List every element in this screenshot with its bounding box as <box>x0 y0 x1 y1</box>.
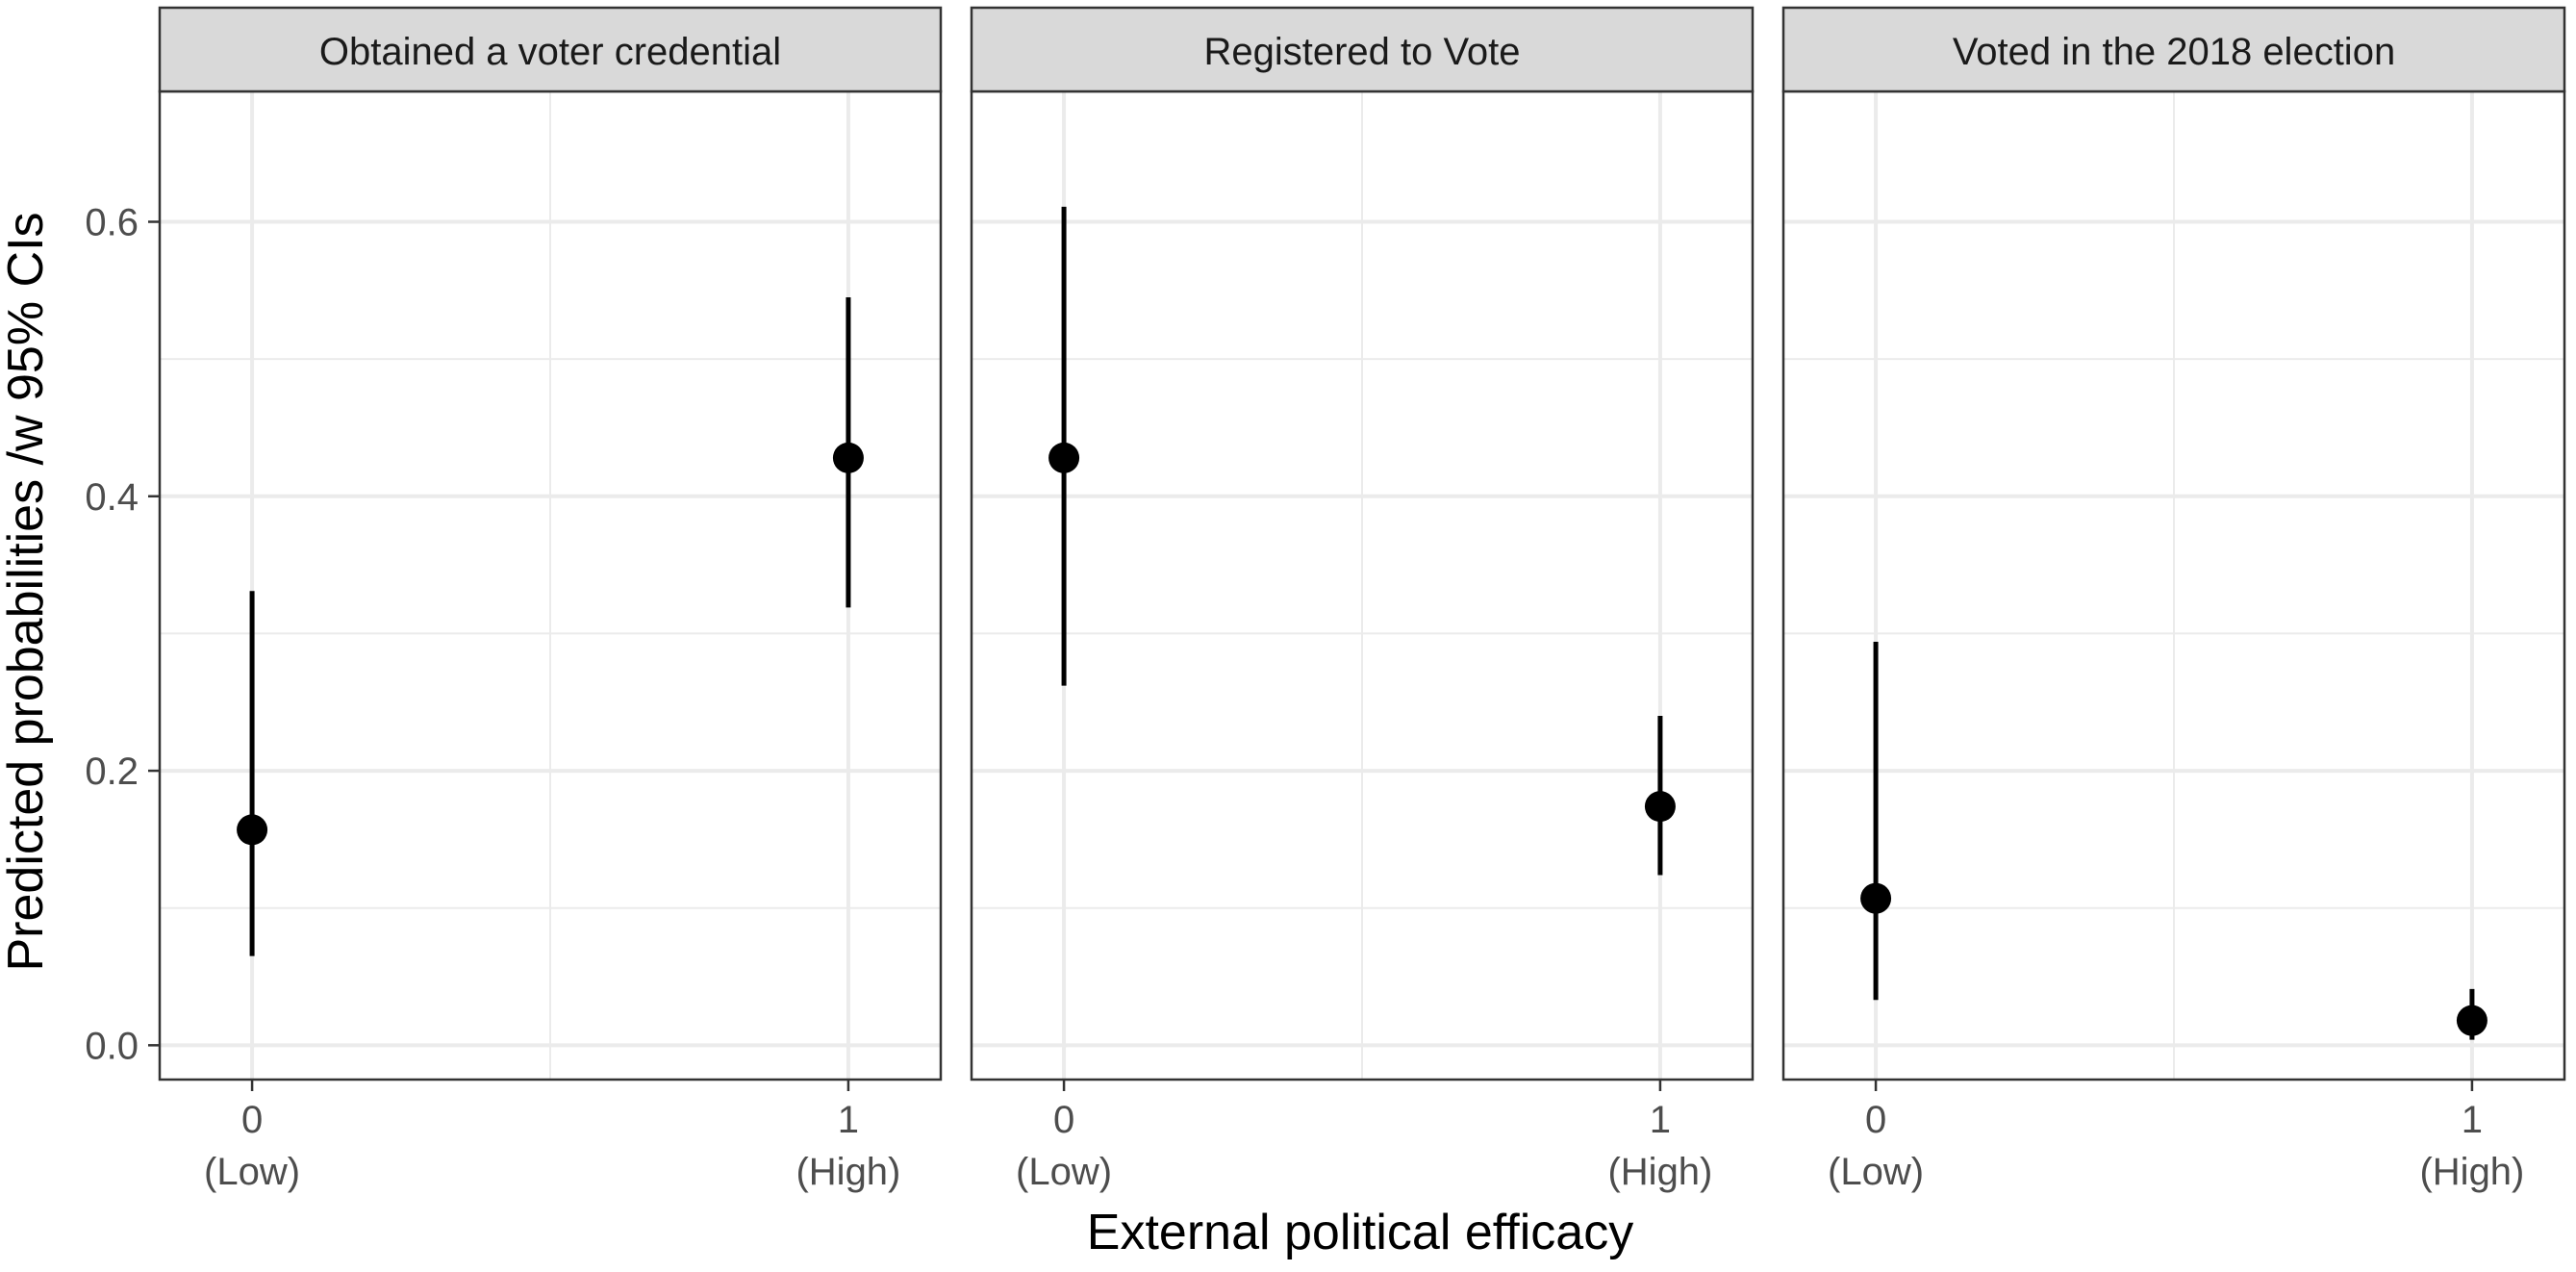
axes-layer: 0.0 0.2 0.4 0.6 <box>85 202 160 1067</box>
x-tick-sublabel: (Low) <box>1016 1151 1112 1193</box>
x-tick-label: 0 <box>1053 1099 1074 1141</box>
data-point <box>2456 1005 2488 1036</box>
y-tick-label: 0.6 <box>85 202 139 244</box>
facet-panel-3: Voted in the 2018 election 0 (Low) 1 (High) <box>1781 6 2566 1193</box>
data-point <box>1644 791 1676 823</box>
y-axis: 0.0 0.2 0.4 0.6 <box>85 202 160 1067</box>
x-tick-label: 1 <box>838 1099 859 1141</box>
data-point <box>1048 442 1080 473</box>
x-tick-sublabel: (High) <box>796 1151 900 1193</box>
x-tick-label: 0 <box>1865 1099 1886 1141</box>
facet-strip <box>158 6 943 93</box>
facet-title: Voted in the 2018 election <box>1953 31 2395 73</box>
x-tick-sublabel: (Low) <box>204 1151 300 1193</box>
x-tick-sublabel: (Low) <box>1828 1151 1924 1193</box>
x-tick-label: 0 <box>241 1099 263 1141</box>
facet-title: Obtained a voter credential <box>319 31 781 73</box>
x-tick-sublabel: (High) <box>1607 1151 1712 1193</box>
y-tick-label: 0.0 <box>85 1025 139 1067</box>
y-tick-label: 0.4 <box>85 476 139 519</box>
facet-panel-2: Registered to Vote 0 (Low) 1 (High) <box>970 6 1755 1193</box>
x-tick-label: 1 <box>1650 1099 1671 1141</box>
facets-layer: Obtained a voter credential 0 (Low) 1 (High)… <box>158 6 2566 1193</box>
data-point <box>832 442 864 473</box>
facet-strip <box>1781 6 2566 93</box>
facet-strip <box>970 6 1755 93</box>
data-point <box>237 814 268 846</box>
facet-panel-1: Obtained a voter credential 0 (Low) 1 (High) <box>158 6 943 1193</box>
data-point <box>1860 882 1892 914</box>
x-tick-label: 1 <box>2462 1099 2483 1141</box>
y-axis-title: Predicted probabilities /w 95% CIs <box>0 212 54 971</box>
x-tick-sublabel: (High) <box>2419 1151 2524 1193</box>
y-tick-label: 0.2 <box>85 750 139 793</box>
x-axis-title: External political efficacy <box>1087 1205 1633 1260</box>
facet-title: Registered to Vote <box>1203 31 1520 73</box>
